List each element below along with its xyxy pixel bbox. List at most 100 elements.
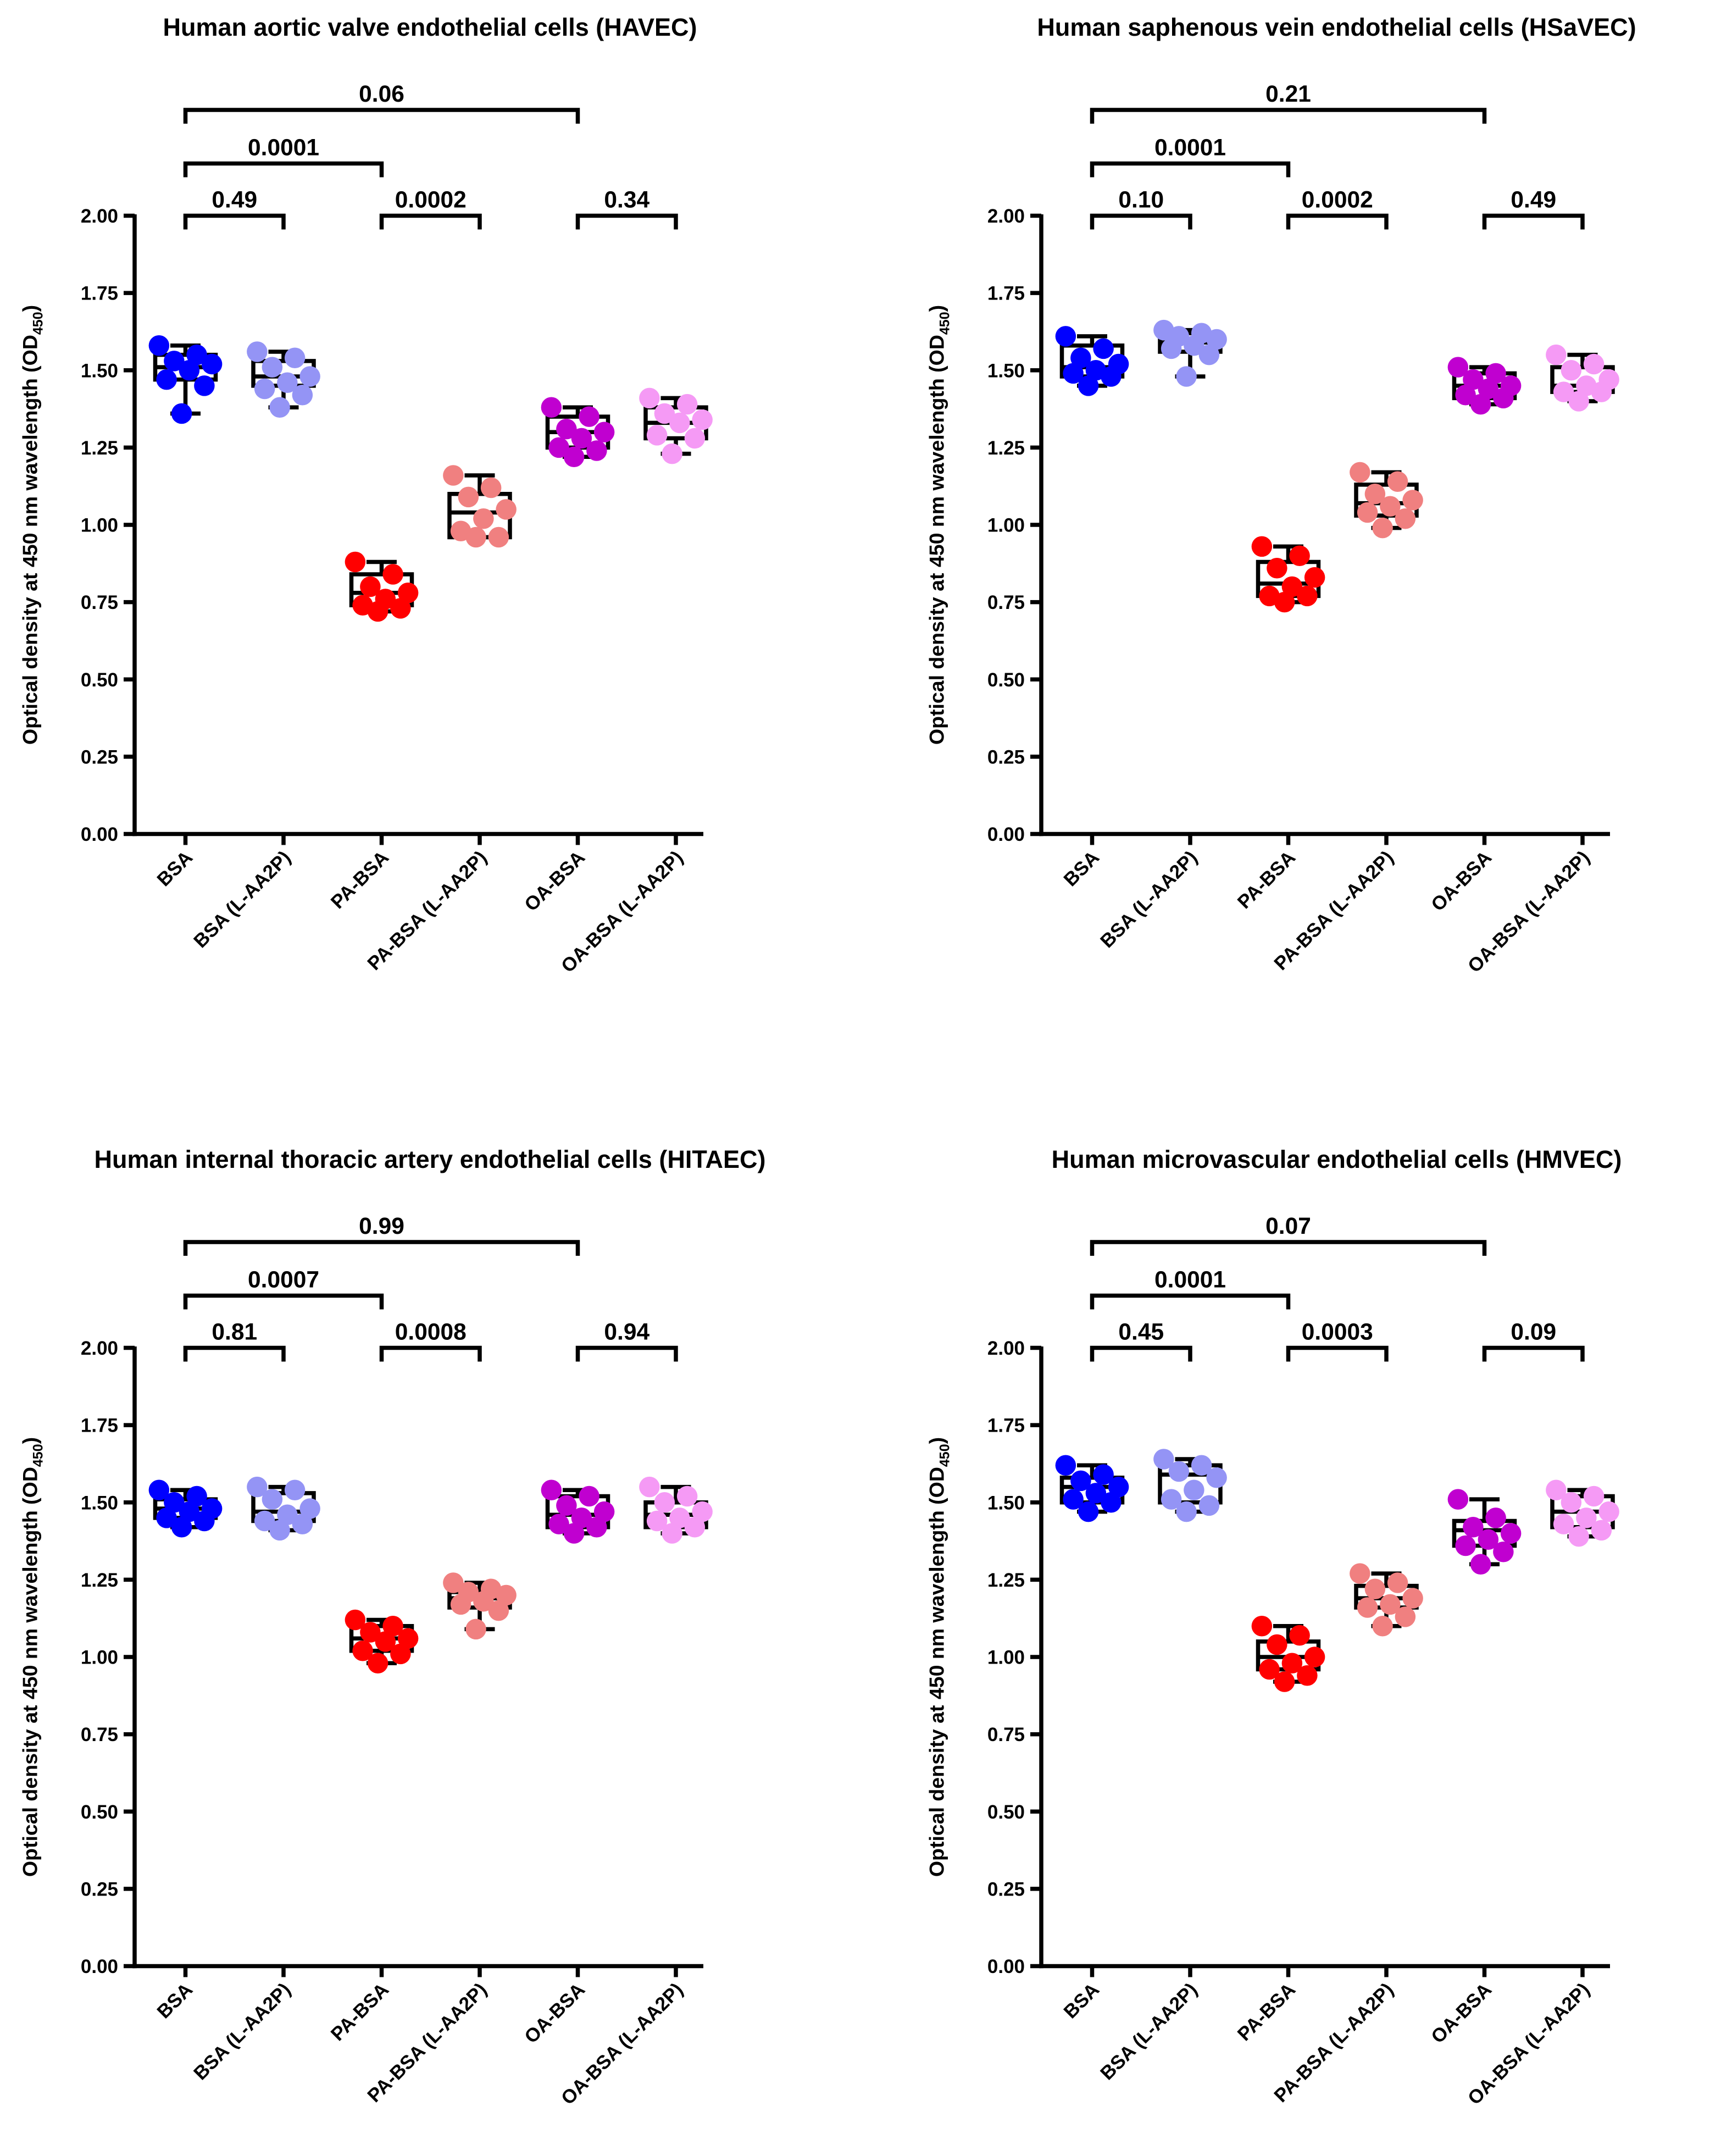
data-point (1553, 381, 1574, 402)
y-tick-label: 0.00 (81, 824, 118, 845)
y-axis-label-part: Optical density at 450 nm wavelength (OD (18, 1467, 41, 1877)
data-point (254, 378, 275, 400)
p-value-label: 0.0001 (248, 135, 319, 161)
significance-bracket (1090, 1345, 1192, 1362)
data-point (1093, 1464, 1114, 1485)
data-point (654, 403, 675, 424)
data-point (654, 1492, 675, 1513)
data-point (148, 335, 170, 356)
data-point (1274, 591, 1295, 613)
y-tick-label: 0.00 (987, 1956, 1025, 1977)
p-value-label: 0.49 (212, 187, 257, 213)
data-point (563, 1523, 585, 1544)
data-point (156, 1507, 177, 1528)
y-tick-label: 0.50 (987, 1802, 1025, 1823)
data-point (473, 1591, 494, 1612)
significance-bracket (379, 213, 482, 230)
data-point (1463, 1517, 1484, 1538)
significance-bracket (183, 1293, 384, 1310)
data-point (284, 1479, 306, 1500)
significance-bracket (1286, 1345, 1389, 1362)
data-point (171, 1517, 192, 1538)
data-point (1591, 1520, 1612, 1541)
data-point (1184, 335, 1204, 356)
data-point (299, 366, 320, 387)
data-point (684, 428, 706, 449)
y-tick-label: 0.75 (987, 592, 1025, 613)
data-point (1274, 1671, 1295, 1692)
data-point (164, 351, 185, 372)
data-point (669, 1507, 690, 1528)
data-point (375, 1631, 396, 1652)
data-point (1281, 1653, 1303, 1673)
data-point (1304, 1647, 1325, 1667)
data-point (345, 551, 366, 573)
y-axis-label-part: Optical density at 450 nm wavelength (OD (925, 1467, 948, 1877)
data-point (586, 1517, 607, 1538)
data-point (676, 1486, 698, 1507)
data-point (1568, 1526, 1589, 1547)
y-tick-label: 0.25 (987, 1878, 1025, 1900)
data-point (556, 418, 577, 440)
y-tick-label: 0.75 (987, 1724, 1025, 1745)
y-tick-label: 1.75 (81, 1415, 118, 1437)
data-point (397, 1628, 419, 1649)
data-point (292, 385, 313, 406)
y-tick-label: 1.00 (81, 1647, 118, 1669)
data-point (247, 341, 268, 362)
data-point (1455, 385, 1476, 406)
data-point (1055, 326, 1076, 347)
y-tick-label: 0.00 (987, 824, 1025, 845)
data-point (496, 499, 517, 520)
y-axis-label-part: Optical density at 450 nm wavelength (OD (925, 335, 948, 745)
y-tick-label: 0.00 (81, 1956, 118, 1977)
data-point (1350, 462, 1370, 483)
data-point (1576, 1507, 1597, 1528)
data-point (1108, 1476, 1129, 1498)
data-point (1198, 1495, 1220, 1516)
y-tick-label: 1.50 (987, 1492, 1025, 1514)
data-point (1402, 1588, 1423, 1609)
significance-bracket (1286, 213, 1389, 230)
y-tick-label: 0.25 (81, 1878, 118, 1900)
data-point (1553, 1514, 1574, 1534)
p-value-label: 0.34 (604, 187, 649, 213)
significance-bracket (183, 1240, 580, 1256)
y-axis-label-part: 450 (31, 312, 46, 335)
data-point (352, 1640, 373, 1661)
y-tick-label: 1.00 (81, 515, 118, 536)
data-point (548, 437, 569, 458)
data-point (1463, 369, 1484, 390)
data-point (1078, 375, 1099, 396)
data-point (563, 446, 585, 468)
y-axis-label-part: 450 (937, 312, 953, 335)
data-point (571, 1507, 592, 1528)
x-tick-label: OA-BSA (1427, 1979, 1496, 2048)
data-point (1546, 344, 1567, 365)
data-point (1583, 353, 1605, 375)
y-tick-label: 2.00 (81, 1338, 118, 1359)
data-point (586, 440, 607, 461)
data-point (1455, 1535, 1476, 1556)
data-point (1478, 1529, 1499, 1550)
data-point (179, 360, 200, 381)
data-point (1251, 1616, 1273, 1637)
data-point (390, 598, 411, 619)
y-tick-label: 1.25 (987, 1570, 1025, 1591)
data-point (360, 1622, 381, 1643)
data-point (684, 1517, 706, 1538)
data-point (164, 1492, 185, 1513)
data-point (1357, 502, 1378, 523)
data-point (488, 1600, 509, 1621)
y-tick-label: 0.25 (81, 746, 118, 768)
p-value-label: 0.0003 (1302, 1320, 1373, 1345)
y-tick-label: 1.75 (81, 283, 118, 304)
data-point (1500, 1523, 1522, 1544)
x-tick-label: BSA (L-AA2P) (1096, 847, 1202, 952)
data-point (1387, 471, 1408, 492)
y-axis-label-part: ) (18, 1437, 41, 1444)
data-point (1297, 1665, 1318, 1686)
data-point (1402, 490, 1423, 511)
data-point (1206, 329, 1227, 350)
